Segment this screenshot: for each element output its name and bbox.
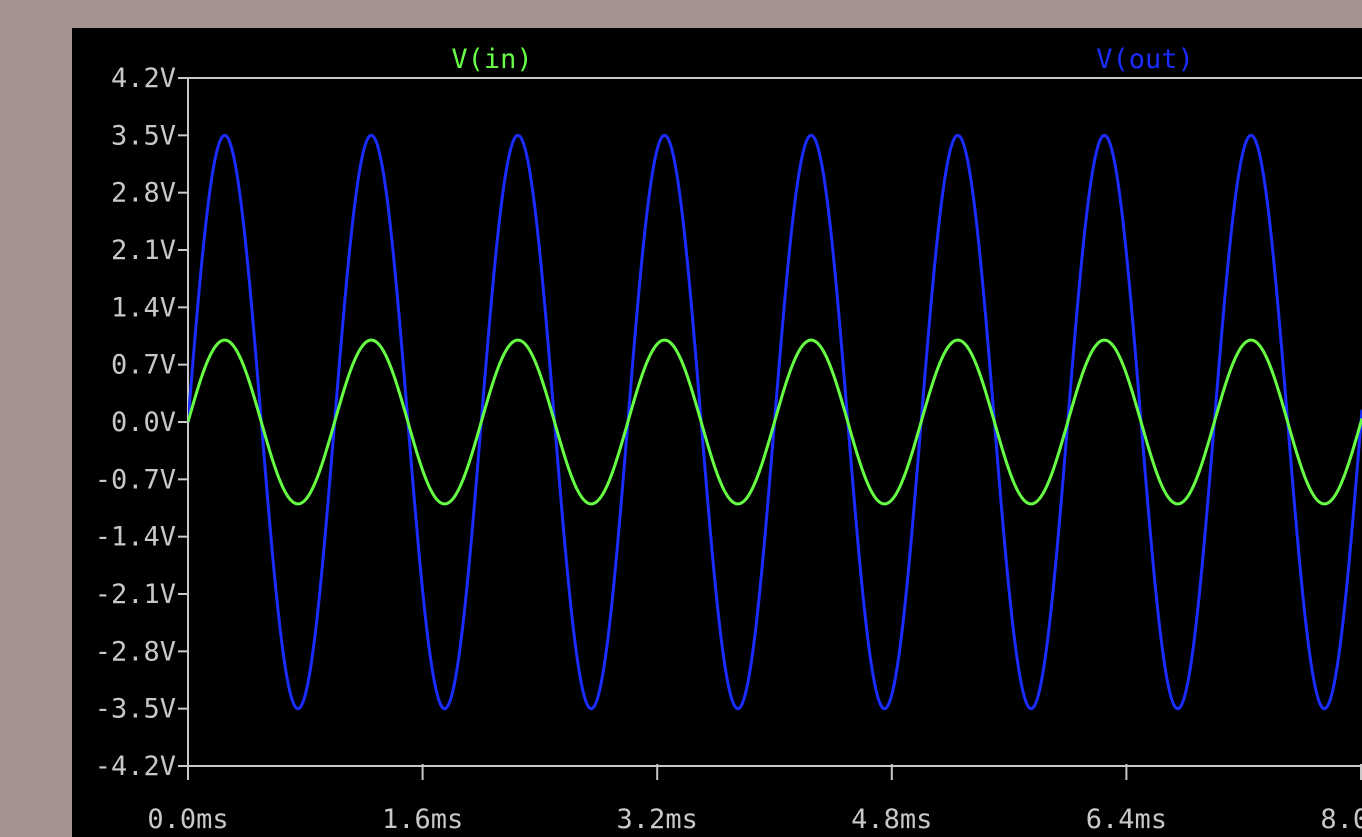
y-tick-label: 4.2V bbox=[111, 63, 176, 94]
x-tick-label: 0.0ms bbox=[147, 804, 228, 835]
legend-v-out: V(out) bbox=[1096, 44, 1194, 75]
waveform-chart: 4.2V 3.5V 2.8V 2.1V 1.4V 0.7V 0.0V -0.7V -1.4V -2… bbox=[95, 44, 1362, 835]
y-tick-label: -2.1V bbox=[95, 579, 176, 610]
y-tick-label: -1.4V bbox=[95, 522, 176, 553]
y-tick-label: 0.7V bbox=[111, 350, 176, 381]
plot-window: 4.2V 3.5V 2.8V 2.1V 1.4V 0.7V 0.0V -0.7V -1.4V -2… bbox=[72, 28, 1362, 837]
y-tick-label: 1.4V bbox=[111, 292, 176, 323]
y-tick-label: -3.5V bbox=[95, 694, 176, 725]
y-tick-label: 2.8V bbox=[111, 178, 176, 209]
y-tick-label: -2.8V bbox=[95, 636, 176, 667]
legend-v-in: V(in) bbox=[451, 44, 532, 75]
x-tick-label: 3.2ms bbox=[617, 804, 698, 835]
trace-v-in bbox=[188, 338, 1362, 506]
y-tick-label: -0.7V bbox=[95, 464, 176, 495]
x-tick-label: 6.4ms bbox=[1086, 804, 1167, 835]
x-tick-label: 8.0ms bbox=[1320, 804, 1362, 835]
y-tick-label: 0.0V bbox=[111, 407, 176, 438]
y-tick-label: 3.5V bbox=[111, 120, 176, 151]
y-tick-label: -4.2V bbox=[95, 751, 176, 782]
x-tick-label: 4.8ms bbox=[851, 804, 932, 835]
y-tick-label: 2.1V bbox=[111, 235, 176, 266]
x-tick-label: 1.6ms bbox=[382, 804, 463, 835]
